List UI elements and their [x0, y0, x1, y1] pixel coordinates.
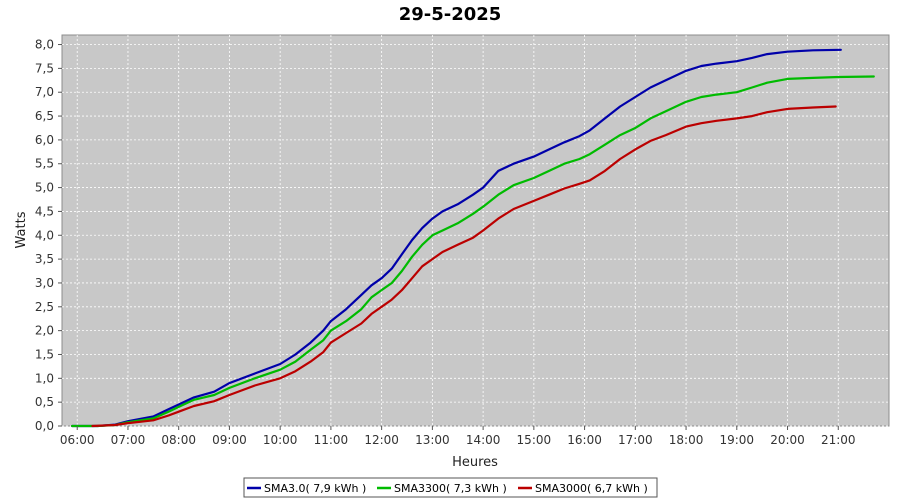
legend-label-0: SMA3.0( 7,9 kWh ) — [264, 482, 366, 495]
y-tick-label: 2,0 — [35, 324, 54, 338]
x-tick-label: 13:00 — [415, 433, 450, 447]
chart-title: 29-5-2025 — [399, 4, 502, 25]
x-tick-label: 10:00 — [263, 433, 298, 447]
y-tick-label: 6,5 — [35, 109, 54, 123]
y-tick-label: 5,0 — [35, 181, 54, 195]
y-tick-label: 4,5 — [35, 204, 54, 218]
y-tick-label: 0,5 — [35, 395, 54, 409]
y-tick-label: 3,0 — [35, 276, 54, 290]
y-tick-label: 8,0 — [35, 38, 54, 52]
y-tick-label: 6,0 — [35, 133, 54, 147]
y-tick-label: 3,5 — [35, 252, 54, 266]
x-axis-label: Heures — [452, 455, 498, 470]
legend-label-1: SMA3300( 7,3 kWh ) — [394, 482, 507, 495]
x-tick-label: 20:00 — [770, 433, 805, 447]
x-tick-label: 09:00 — [212, 433, 247, 447]
x-tick-label: 21:00 — [821, 433, 856, 447]
y-tick-label: 4,0 — [35, 228, 54, 242]
x-tick-label: 08:00 — [161, 433, 196, 447]
x-tick-label: 17:00 — [618, 433, 653, 447]
x-tick-label: 11:00 — [314, 433, 349, 447]
x-tick-label: 16:00 — [567, 433, 602, 447]
legend-box — [243, 477, 658, 498]
y-tick-label: 1,5 — [35, 347, 54, 361]
y-tick-label: 7,0 — [35, 85, 54, 99]
x-tick-label: 06:00 — [60, 433, 95, 447]
y-tick-label: 2,5 — [35, 300, 54, 314]
series-line-1 — [70, 75, 875, 428]
series-line-2 — [91, 105, 837, 428]
legend-label-2: SMA3000( 6,7 kWh ) — [535, 482, 648, 495]
series-line-0 — [70, 48, 842, 428]
y-axis: 0,0 0,5 1,0 1,5 2,0 2,5 3,0 3,5 4,0 4,5 5,0 5,5 6,0 6… — [35, 38, 62, 433]
y-tick-label: 7,5 — [35, 61, 54, 75]
y-tick-label: 5,5 — [35, 157, 54, 171]
x-tick-label: 14:00 — [466, 433, 501, 447]
x-tick-label: 12:00 — [364, 433, 399, 447]
plot-area — [61, 34, 890, 427]
y-axis-label: Watts — [14, 211, 29, 248]
y-tick-label: 1,0 — [35, 371, 54, 385]
x-tick-label: 15:00 — [517, 433, 552, 447]
x-tick-label: 07:00 — [111, 433, 146, 447]
series-layer — [70, 48, 875, 428]
x-axis: 06:00 07:00 08:00 09:00 10:00 11:00 12:00 13:00… — [60, 426, 856, 447]
legend: SMA3.0( 7,9 kWh ) SMA3300( 7,3 kWh ) SMA30… — [243, 477, 658, 498]
x-tick-label: 18:00 — [669, 433, 704, 447]
x-gridlines — [76, 35, 839, 426]
y-tick-label: 0,0 — [35, 419, 54, 433]
x-tick-label: 19:00 — [719, 433, 754, 447]
